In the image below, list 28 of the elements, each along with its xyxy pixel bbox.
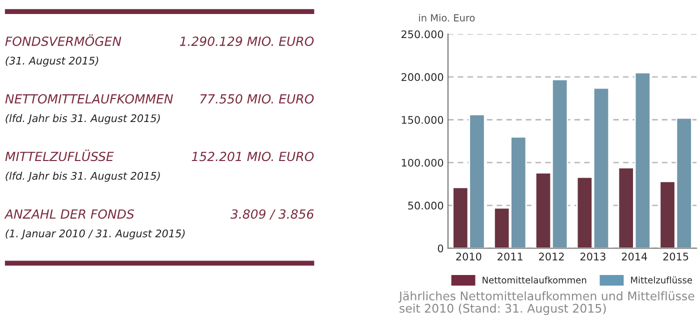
y-tick-label: 150.000	[402, 116, 444, 124]
legend-label: Nettomittelaufkommen	[482, 276, 586, 284]
x-tick-label: 2011	[498, 252, 522, 260]
x-tick-label: 2012	[539, 252, 564, 260]
text: 77.550 MIO. EURO	[200, 94, 314, 104]
text: 1.290.129 MIO. EURO	[180, 36, 314, 46]
text: Jährliches Nettomittelaufkommen und Mittelflüsse seit 2010 (Stand: 31. August 2015)	[398, 291, 694, 316]
legend-label: Mittelzuflüsse	[631, 276, 692, 284]
text: 152.201 MIO. EURO	[192, 152, 314, 162]
text: 3.809 / 3.856	[230, 209, 314, 220]
x-tick-label: 2010	[456, 252, 482, 260]
text: (1. Januar 2010 / 31. August 2015)	[6, 229, 185, 240]
text: ANZAHL DER FONDS	[4, 209, 134, 219]
text: MITTELZUFLÜSSE	[5, 150, 114, 162]
text: FONDSVERMÖGEN	[5, 34, 122, 46]
y-tick-label: 50.000	[408, 202, 444, 210]
text: (lfd. Jahr bis 31. August 2015)	[6, 114, 160, 124]
text: (31. August 2015)	[6, 56, 98, 67]
y-tick-label: 100.000	[402, 158, 444, 167]
x-tick-label: 2013	[580, 252, 606, 260]
y-axis-title: in Mio. Euro	[419, 14, 475, 22]
text: NETTOMITTELAUFKOMMEN	[5, 94, 173, 104]
y-tick-label: 250.000	[402, 30, 444, 38]
y-tick-label: 0	[438, 244, 444, 252]
text: (lfd. Jahr bis 31. August 2015)	[6, 172, 160, 182]
y-tick-label: 200.000	[402, 73, 444, 82]
x-tick-label: 2014	[622, 252, 648, 260]
x-tick-label: 2015	[663, 252, 688, 260]
